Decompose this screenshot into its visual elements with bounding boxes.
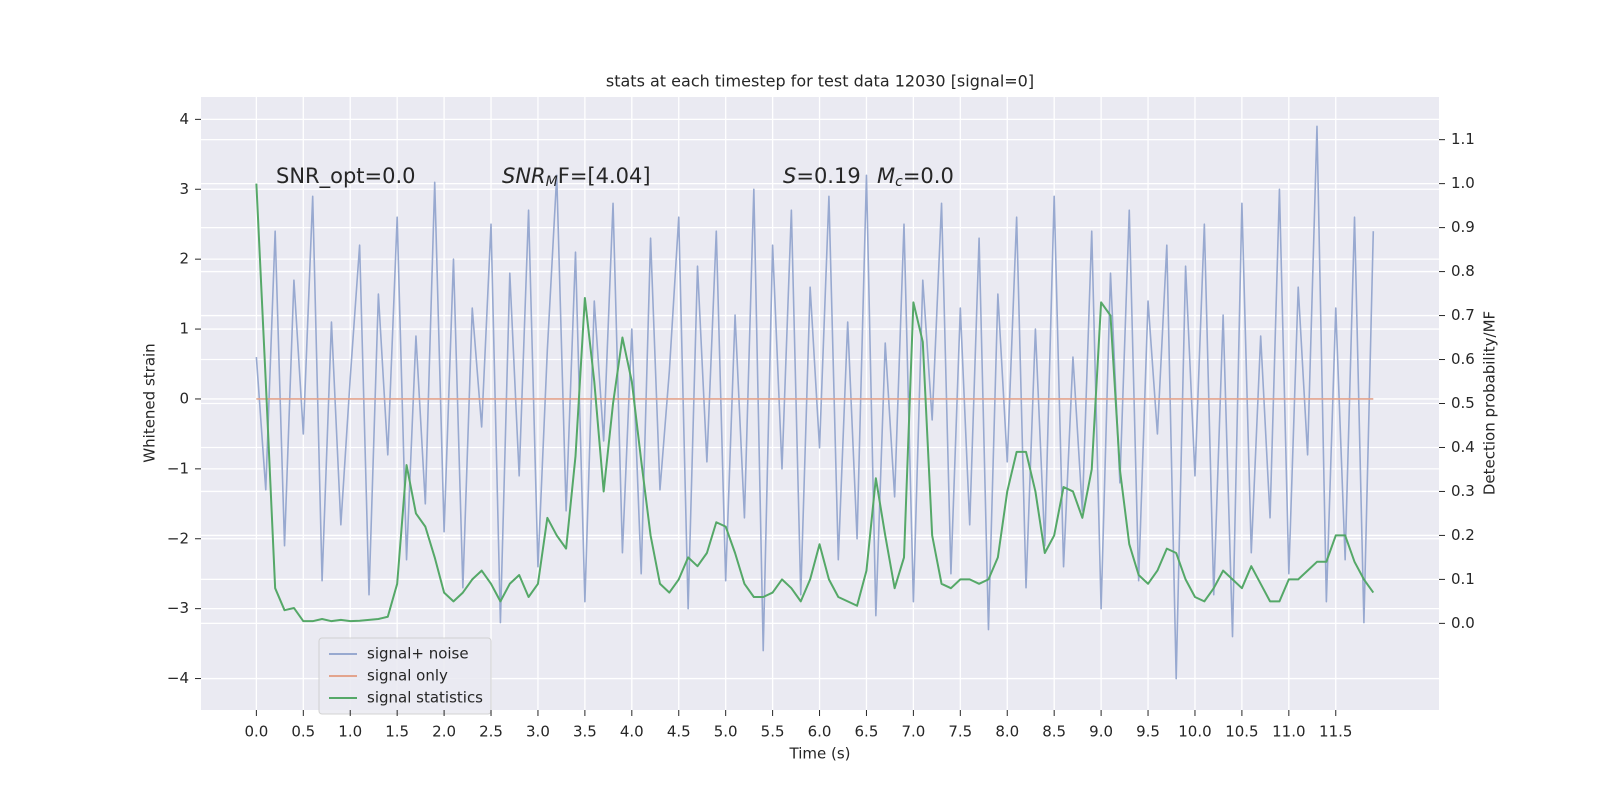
annotation-part: F=[4.04] [558, 164, 651, 188]
y2-tick-label: 0.4 [1451, 438, 1475, 456]
annotation-part: =0.19 [796, 164, 860, 188]
x-tick-label: 4.5 [667, 723, 691, 741]
series-line [255, 183, 1375, 623]
x-tick-label: 8.5 [1042, 723, 1066, 741]
y-axis-label: Whitened strain [141, 343, 159, 462]
y2-tick-label: 0.3 [1451, 482, 1475, 500]
x-tick-label: 10.0 [1178, 723, 1211, 741]
y2-axis-label: Detection probability/MF [1481, 311, 1499, 495]
legend-label: signal statistics [367, 689, 483, 707]
y-tick-label: 4 [179, 110, 189, 128]
annotation: SNR_opt=0.0 [276, 164, 416, 189]
legend-label: signal+ noise [367, 645, 469, 663]
legend-label: signal only [367, 667, 448, 685]
marks [255, 125, 1375, 680]
x-tick-label: 5.5 [761, 723, 785, 741]
y2-tick-label: 0.2 [1451, 526, 1475, 544]
annotation-part: M [546, 174, 558, 190]
y2-tick-label: 0.5 [1451, 394, 1475, 412]
x-tick-label: 4.0 [620, 723, 644, 741]
x-tick-label: 10.5 [1225, 723, 1258, 741]
legend: signal+ noise signal only signal statistic… [318, 637, 492, 715]
x-tick-label: 1.0 [338, 723, 362, 741]
y2-tick-label: 0.0 [1451, 614, 1475, 632]
y-tick-label: −4 [167, 669, 189, 687]
x-tick-label: 1.5 [385, 723, 409, 741]
x-tick-label: 11.5 [1319, 723, 1352, 741]
annotation-part: SNR [502, 164, 546, 188]
y2-tick-label: 0.6 [1451, 350, 1475, 368]
annotation: S=0.19 [783, 164, 861, 188]
y-tick-label: 1 [179, 320, 189, 338]
x-tick-label: 0.5 [291, 723, 315, 741]
series-line [255, 125, 1375, 680]
x-tick-label: 3.5 [573, 723, 597, 741]
annotation-part: c [895, 174, 903, 190]
annotation: SNRMF=[4.04] [502, 164, 651, 190]
y-tick-label: −1 [167, 459, 189, 477]
y2-tick-label: 0.7 [1451, 306, 1475, 324]
annotation-part: M [877, 164, 895, 188]
x-tick-label: 0.0 [244, 723, 268, 741]
x-tick-label: 6.0 [808, 723, 832, 741]
y2-tick-label: 1.0 [1451, 174, 1475, 192]
x-tick-label: 5.0 [714, 723, 738, 741]
x-tick-label: 6.5 [855, 723, 879, 741]
annotation: Mc=0.0 [877, 164, 954, 190]
x-tick-label: 9.5 [1136, 723, 1160, 741]
x-tick-label: 7.5 [948, 723, 972, 741]
y2-tick-label: 0.9 [1451, 218, 1475, 236]
annotation-part: =0.0 [903, 164, 954, 188]
x-tick-label: 11.0 [1272, 723, 1305, 741]
y2-tick-label: 0.1 [1451, 570, 1475, 588]
y-tick-label: 0 [179, 389, 189, 407]
y2-tick-label: 1.1 [1451, 130, 1475, 148]
chart-title: stats at each timestep for test data 120… [606, 72, 1034, 91]
x-axis-label: Time (s) [789, 745, 851, 763]
legend-box [318, 637, 492, 715]
y-tick-label: −3 [167, 599, 189, 617]
y-tick-label: 3 [179, 180, 189, 198]
y-tick-label: −2 [167, 529, 189, 547]
x-tick-label: 9.0 [1089, 723, 1113, 741]
x-tick-label: 7.0 [901, 723, 925, 741]
x-tick-label: 3.0 [526, 723, 550, 741]
x-tick-label: 2.5 [479, 723, 503, 741]
annotation-part: S [783, 164, 796, 188]
y2-tick-label: 0.8 [1451, 262, 1475, 280]
x-tick-label: 2.0 [432, 723, 456, 741]
y-tick-label: 2 [179, 250, 189, 268]
x-tick-label: 8.0 [995, 723, 1019, 741]
